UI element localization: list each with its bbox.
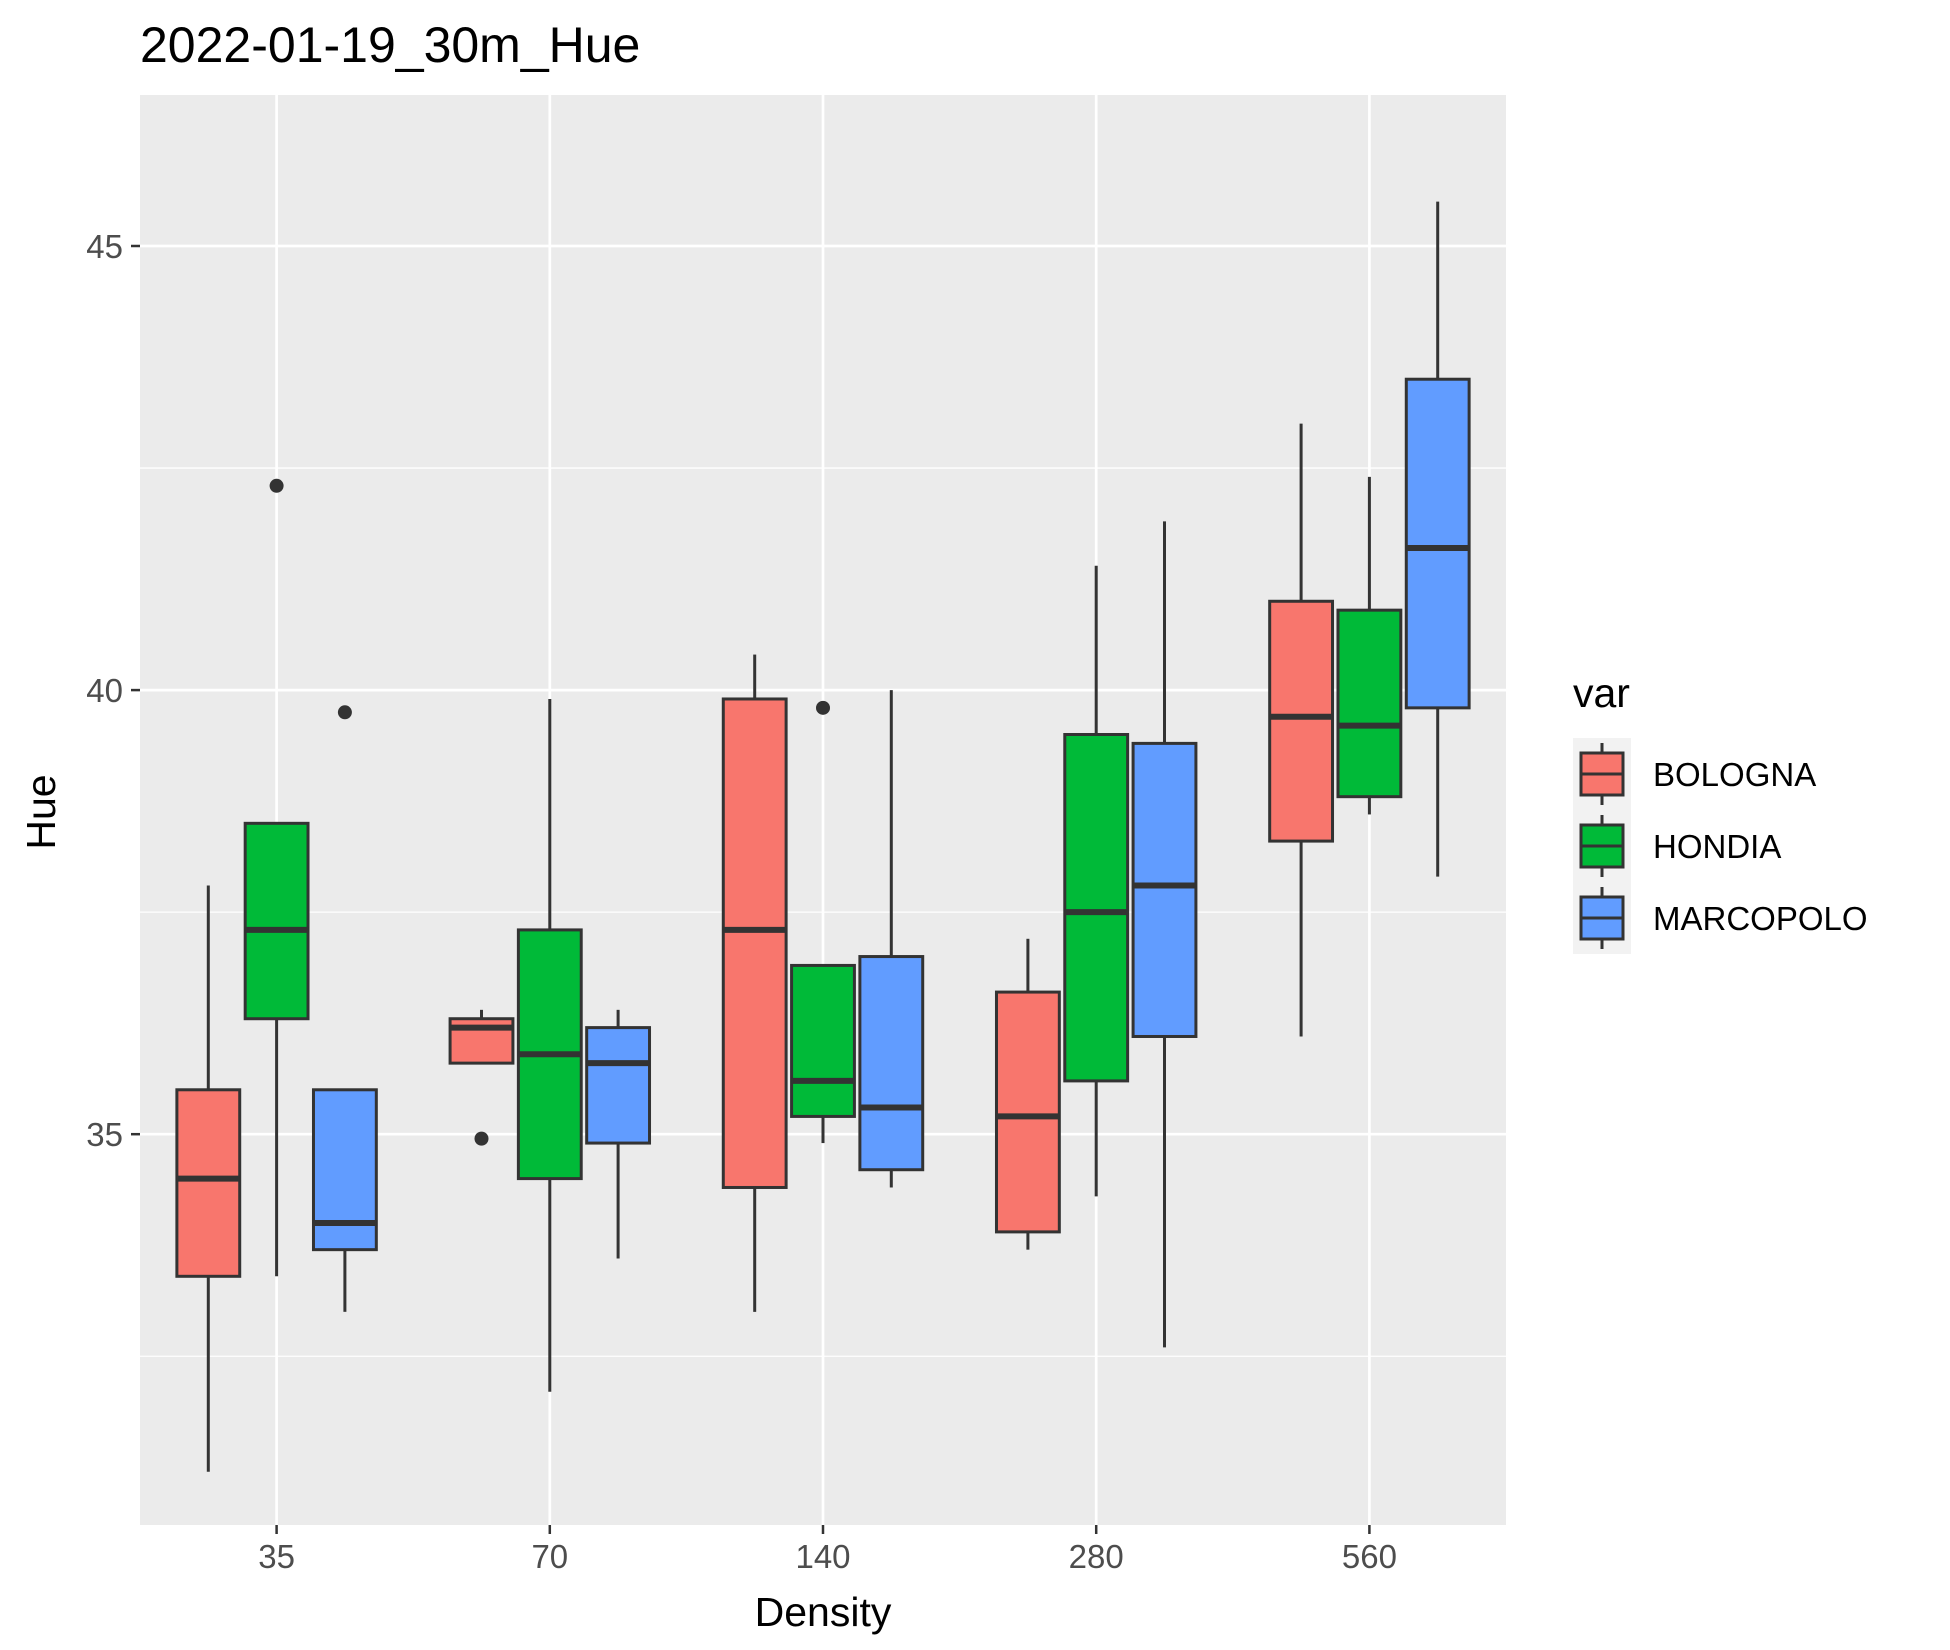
y-axis-title: Hue bbox=[18, 774, 64, 849]
legend-label-bologna: BOLOGNA bbox=[1653, 756, 1816, 793]
x-tick-label: 35 bbox=[258, 1538, 295, 1575]
y-tick-label: 45 bbox=[86, 228, 123, 265]
box-marcopolo bbox=[858, 955, 925, 1172]
x-tick-label: 70 bbox=[531, 1538, 568, 1575]
legend-label-hondia: HONDIA bbox=[1653, 828, 1781, 865]
legend-label-marcopolo: MARCOPOLO bbox=[1653, 900, 1868, 937]
outlier-point bbox=[269, 478, 284, 493]
box-hondia bbox=[1336, 608, 1403, 799]
legend-title: var bbox=[1573, 670, 1630, 716]
axes: 35 40 45 35 70 140 280 560 bbox=[86, 228, 1397, 1575]
box-marcopolo bbox=[585, 1026, 652, 1145]
boxes bbox=[175, 201, 1471, 1472]
box-hondia bbox=[1063, 733, 1130, 1083]
outlier-point bbox=[337, 705, 352, 720]
x-axis-title: Density bbox=[755, 1589, 892, 1635]
box-hondia bbox=[790, 963, 856, 1118]
box-bologna bbox=[994, 990, 1061, 1234]
legend: var BOLOGNA HONDIA MARCOPOLO bbox=[1573, 670, 1868, 954]
box-bologna bbox=[175, 1088, 242, 1278]
y-tick-label: 35 bbox=[86, 1116, 123, 1153]
outlier-point bbox=[474, 1131, 489, 1146]
box-bologna bbox=[1268, 599, 1335, 843]
y-tick-label: 40 bbox=[86, 672, 123, 709]
box-bologna bbox=[721, 697, 788, 1189]
x-tick-label: 140 bbox=[795, 1538, 850, 1575]
outlier-point bbox=[816, 700, 830, 715]
chart-title: 2022-01-19_30m_Hue bbox=[140, 17, 640, 73]
box-marcopolo bbox=[1131, 741, 1198, 1038]
x-tick-label: 280 bbox=[1069, 1538, 1124, 1575]
x-tick-label: 560 bbox=[1342, 1538, 1397, 1575]
box-hondia bbox=[243, 821, 310, 1021]
box-marcopolo bbox=[1404, 377, 1471, 710]
